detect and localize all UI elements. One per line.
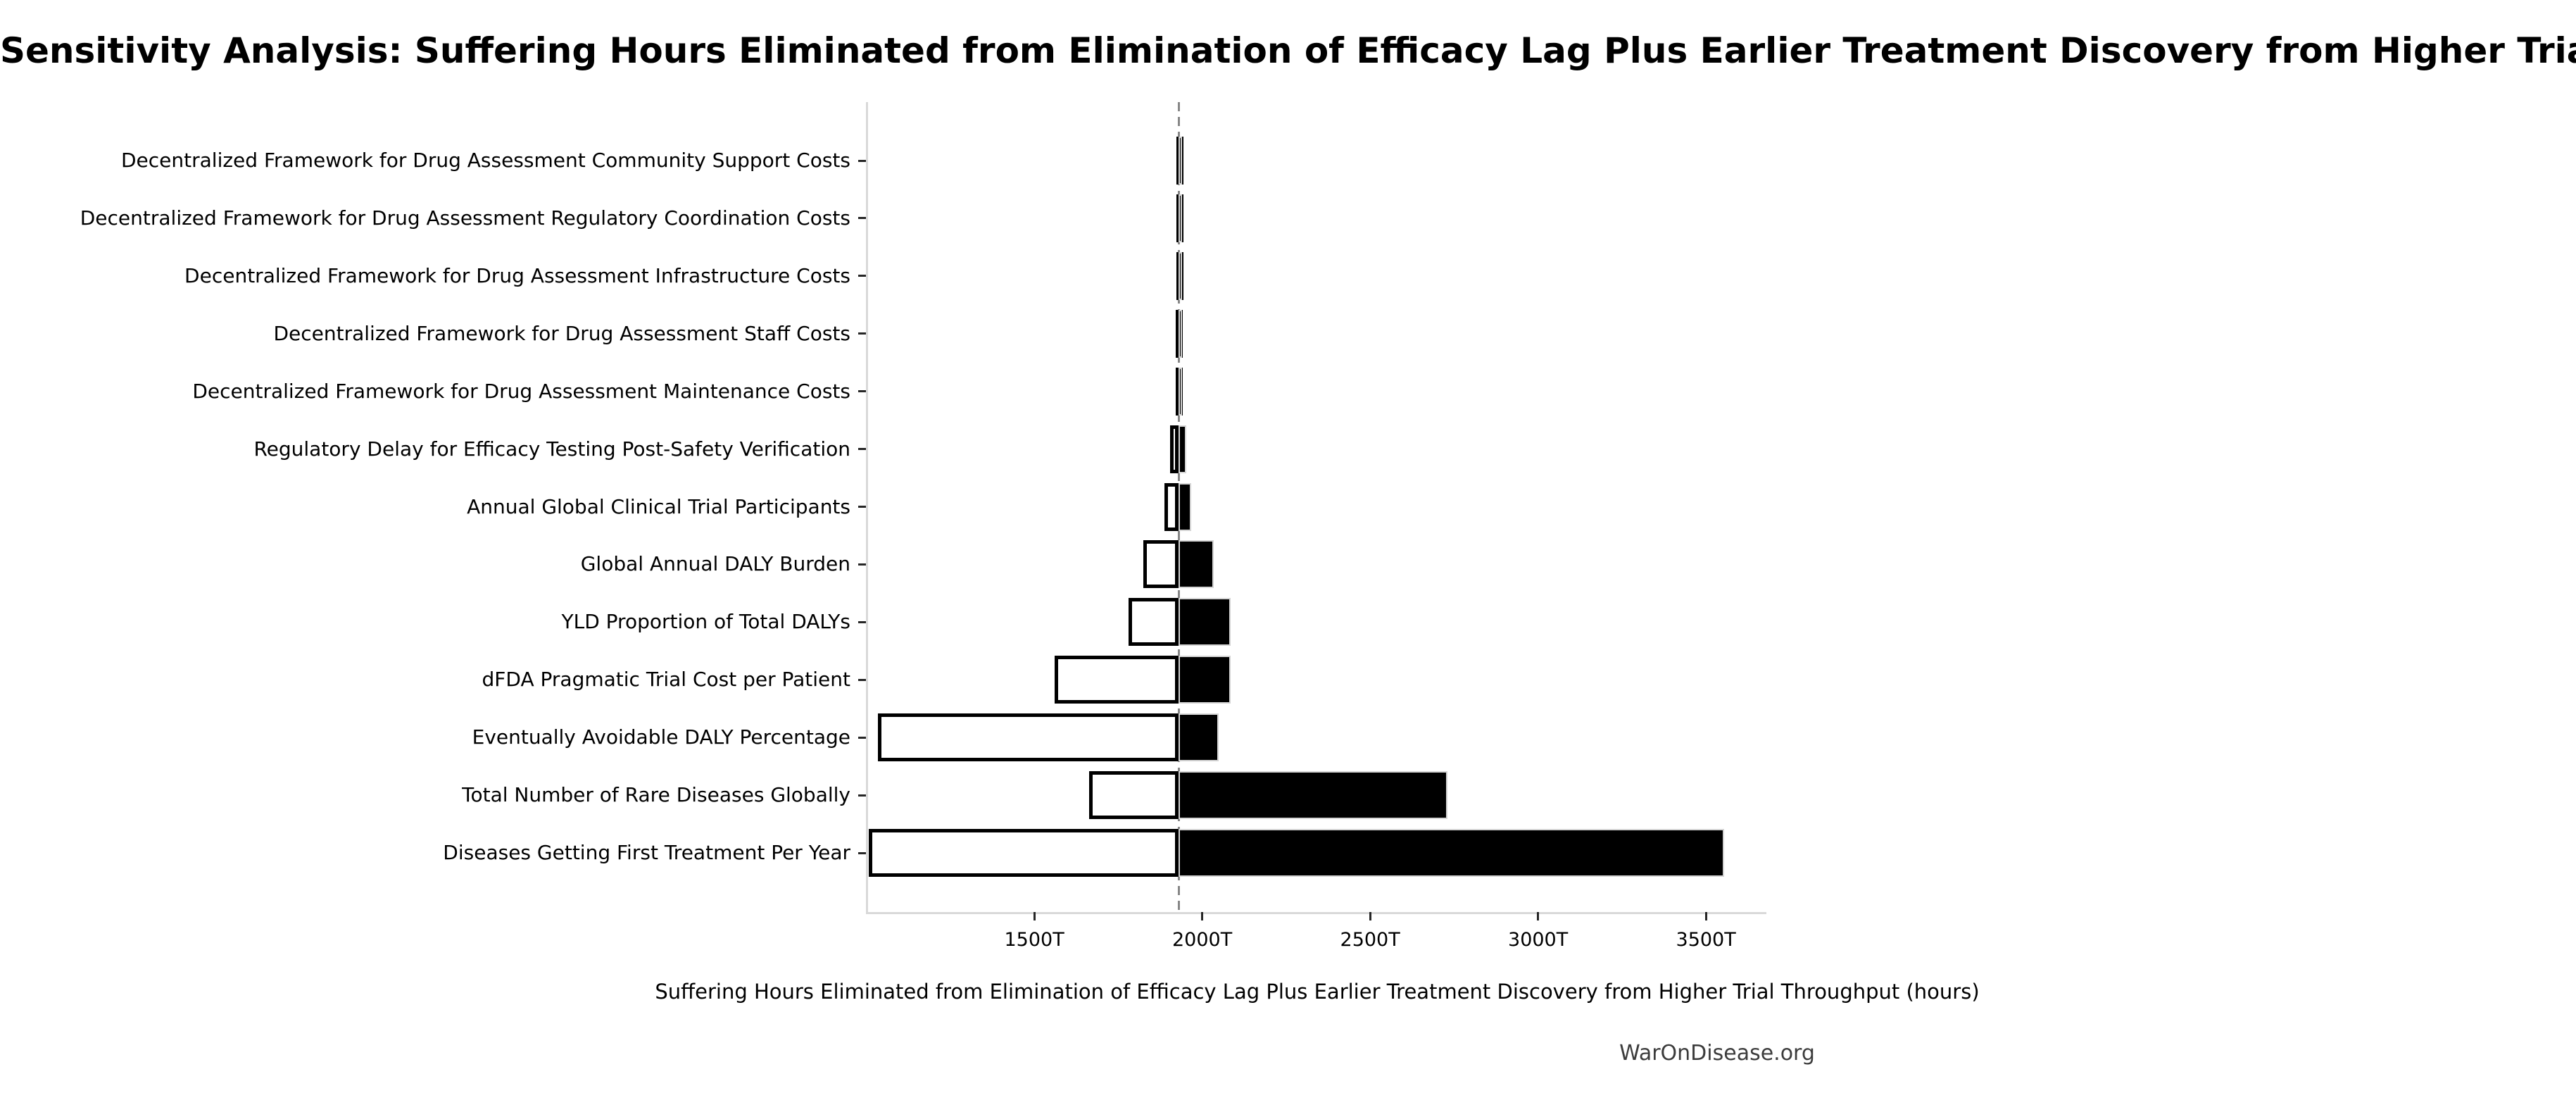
x-tick-mark [1033, 912, 1036, 920]
x-tick-label: 1500T [1004, 929, 1064, 951]
y-tick-mark [858, 563, 866, 566]
y-tick-mark [858, 620, 866, 623]
x-tick-mark [1201, 912, 1204, 920]
x-tick-mark [1537, 912, 1540, 920]
watermark-text: WarOnDisease.org [1619, 1041, 1815, 1066]
chart-title: Sensitivity Analysis: Suffering Hours El… [0, 30, 2576, 71]
y-tick-mark [858, 794, 866, 797]
y-tick-mark [858, 736, 866, 739]
x-tick-mark [1704, 912, 1707, 920]
y-axis-spine [866, 102, 868, 914]
y-tick-mark [858, 851, 866, 854]
x-tick-label: 3500T [1676, 929, 1736, 951]
y-tick-mark [858, 159, 866, 162]
tornado-bar-high [1179, 598, 1231, 647]
y-category-label: dFDA Pragmatic Trial Cost per Patient [482, 668, 851, 692]
tornado-bar-high [1179, 540, 1214, 589]
tornado-bar-high [1179, 194, 1183, 242]
tornado-bar-high [1179, 137, 1183, 185]
tornado-bar-low [1128, 598, 1179, 647]
tornado-bar-low [1164, 482, 1179, 531]
tornado-bar-high [1179, 656, 1231, 704]
y-tick-mark [858, 448, 866, 451]
tornado-bar-low [1089, 771, 1179, 820]
y-category-label: Global Annual DALY Burden [580, 552, 850, 576]
y-tick-mark [858, 332, 866, 335]
x-axis-spine [866, 912, 1766, 914]
y-category-label: Decentralized Framework for Drug Assessm… [273, 321, 850, 345]
tornado-bar-high [1179, 771, 1447, 820]
tornado-bar-low [869, 829, 1179, 878]
y-tick-mark [858, 390, 866, 393]
tornado-bar-low [1170, 425, 1179, 473]
x-axis-label: Suffering Hours Eliminated from Eliminat… [655, 980, 1980, 1004]
y-category-label: Decentralized Framework for Drug Assessm… [80, 206, 850, 230]
plot-area: 1500T 2000T 2500T 3000T 3500T [858, 102, 1766, 951]
tornado-bar-low [1054, 656, 1179, 704]
y-tick-mark [858, 678, 866, 681]
y-category-label: Eventually Avoidable DALY Percentage [472, 725, 850, 749]
y-category-label: Regulatory Delay for Efficacy Testing Po… [253, 437, 850, 461]
tornado-bar-high [1179, 482, 1192, 531]
x-tick-label: 3000T [1508, 929, 1569, 951]
tornado-bar-high [1179, 367, 1183, 416]
y-category-label: YLD Proportion of Total DALYs [561, 610, 850, 634]
tornado-bar-high [1179, 309, 1183, 358]
x-tick-label: 2500T [1340, 929, 1400, 951]
y-category-label: Diseases Getting First Treatment Per Yea… [443, 841, 850, 865]
y-category-label: Decentralized Framework for Drug Assessm… [192, 379, 850, 403]
y-category-label: Decentralized Framework for Drug Assessm… [121, 149, 850, 172]
tornado-bar-high [1179, 713, 1219, 762]
y-category-label: Decentralized Framework for Drug Assessm… [184, 263, 850, 287]
y-category-label: Total Number of Rare Diseases Globally [462, 783, 850, 807]
x-tick-label: 2000T [1172, 929, 1233, 951]
y-tick-mark [858, 217, 866, 220]
tornado-bar-low [878, 713, 1179, 762]
tornado-bar-high [1179, 829, 1725, 878]
x-tick-mark [1369, 912, 1371, 920]
tornado-bar-high [1179, 251, 1183, 300]
y-tick-mark [858, 506, 866, 508]
tornado-bar-high [1179, 425, 1187, 473]
y-category-label: Annual Global Clinical Trial Participant… [467, 494, 850, 518]
tornado-bar-low [1143, 540, 1179, 589]
y-tick-mark [858, 275, 866, 277]
